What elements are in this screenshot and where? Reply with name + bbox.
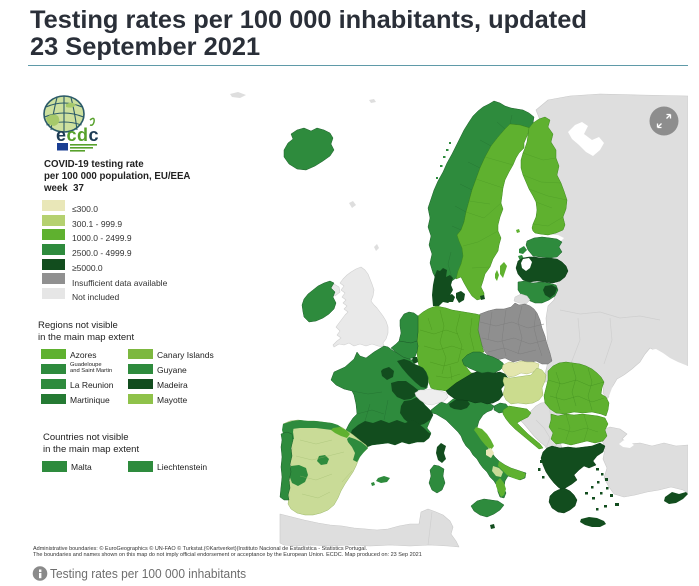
svg-text:ecdc: ecdc <box>56 125 99 145</box>
